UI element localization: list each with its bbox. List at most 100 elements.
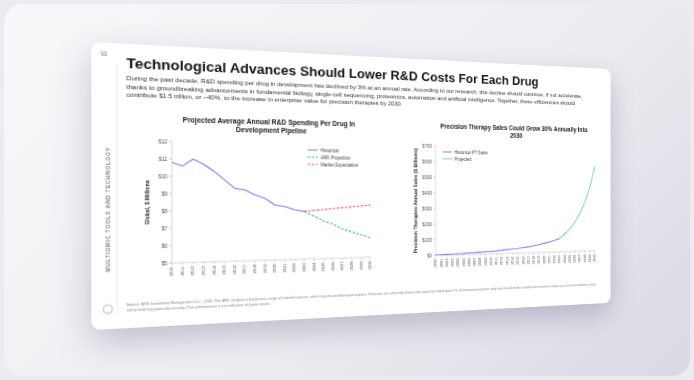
x-tick — [214, 262, 215, 264]
x-tick — [458, 255, 459, 257]
x-tick-label: 2002 — [445, 258, 449, 267]
chart: Precision Therapy Sales Could Grow 30% A… — [413, 122, 597, 268]
y-axis — [171, 142, 172, 263]
y-tick — [433, 177, 435, 178]
x-tick — [579, 251, 580, 253]
x-tick — [254, 261, 255, 263]
x-tick — [523, 253, 524, 255]
chart-title-line: Development Pipeline — [236, 126, 307, 136]
x-tick-label: 2025 — [321, 261, 326, 271]
x-tick-label: 2020 — [542, 255, 546, 264]
x-tick — [294, 259, 295, 261]
x-tick-label: 2028 — [349, 261, 354, 271]
x-tick — [485, 254, 486, 256]
x-tick-label: 2026 — [331, 261, 336, 271]
chart-title: Projected Average Annual R&D Spending Pe… — [183, 116, 355, 136]
x-tick — [441, 255, 442, 257]
y-tick-label: $100 — [422, 238, 432, 243]
x-tick — [244, 261, 245, 263]
y-tick-label: $700 — [422, 143, 432, 148]
x-tick-label: 2015 — [222, 264, 227, 274]
x-tick — [589, 251, 590, 253]
x-tick — [452, 255, 453, 257]
legend-label: Projected — [454, 157, 471, 162]
series-line — [172, 159, 304, 213]
x-tick-label: 2021 — [282, 263, 287, 273]
x-tick — [564, 252, 565, 254]
y-tick-label: $9 — [161, 191, 167, 196]
x-tick — [501, 253, 502, 255]
x-tick-label: 2009 — [483, 257, 487, 266]
y-tick — [433, 161, 435, 162]
x-tick-label: 2000 — [433, 258, 437, 267]
x-tick-label: 2019 — [262, 263, 267, 273]
x-tick-label: 2030 — [593, 253, 597, 262]
x-tick-label: 2030 — [368, 260, 373, 270]
y-tick — [169, 228, 172, 229]
x-tick — [554, 252, 555, 254]
x-tick — [361, 257, 362, 259]
x-tick-label: 2022 — [292, 262, 297, 272]
y-tick — [433, 145, 435, 146]
x-tick-label: 2019 — [537, 255, 541, 264]
x-tick-label: 2025 — [568, 254, 572, 263]
series-line — [304, 205, 369, 211]
y-tick — [433, 239, 435, 240]
y-tick — [169, 210, 172, 211]
legend-swatch — [308, 157, 318, 158]
source-note: Source: ARK Investment Management LLC, 2… — [126, 283, 596, 313]
x-tick — [193, 262, 194, 264]
legend-label: Historical PT Sales — [454, 150, 488, 155]
x-tick-label: 2027 — [340, 261, 345, 271]
x-tick — [284, 260, 285, 262]
x-tick-label: 2028 — [583, 254, 587, 263]
x-axis — [172, 257, 371, 263]
x-tick-label: 2011 — [180, 266, 185, 276]
legend-swatch — [308, 164, 318, 165]
source-note-line: sell or hold any particular security. Pa… — [126, 302, 270, 313]
x-tick — [304, 259, 305, 261]
y-tick — [169, 176, 172, 177]
y-tick — [169, 158, 172, 159]
x-tick — [574, 251, 575, 253]
y-tick-label: $5 — [161, 261, 167, 266]
x-tick — [182, 263, 183, 265]
legend-label: Market Expectation — [321, 162, 359, 167]
x-tick-label: 2024 — [311, 262, 316, 272]
y-tick-label: $8 — [161, 208, 167, 213]
legend-label: Historical — [321, 148, 339, 153]
y-tick-label: $11 — [159, 156, 168, 161]
y-tick-label: $600 — [422, 159, 432, 164]
y-tick — [433, 208, 435, 209]
x-tick — [234, 261, 235, 263]
x-tick-label: 2014 — [510, 256, 514, 265]
x-tick — [323, 259, 324, 261]
x-tick-label: 2015 — [516, 256, 520, 265]
x-tick — [203, 262, 204, 264]
y-tick-label: $7 — [161, 226, 167, 231]
x-tick-label: 2011 — [494, 256, 498, 265]
x-tick — [171, 263, 172, 265]
x-tick — [313, 259, 314, 261]
y-tick-label: $300 — [422, 206, 432, 211]
x-axis — [436, 251, 595, 256]
x-tick — [224, 261, 225, 263]
x-tick — [533, 253, 534, 255]
series-line — [560, 166, 595, 239]
body-text: During the past decade, R&D spending per… — [126, 74, 582, 114]
x-tick-label: 2029 — [588, 253, 592, 262]
series-line — [304, 211, 369, 240]
x-tick-label: 2021 — [547, 255, 551, 264]
x-tick — [549, 252, 550, 254]
chart: Projected Average Annual R&D Spending Pe… — [144, 115, 373, 277]
x-tick — [342, 258, 343, 260]
x-tick — [463, 255, 464, 257]
x-tick-label: 2016 — [232, 264, 237, 274]
x-tick-label: 2029 — [359, 260, 364, 270]
x-tick — [469, 254, 470, 256]
x-tick — [265, 260, 266, 262]
x-tick — [435, 255, 436, 257]
x-tick-label: 2010 — [169, 266, 174, 277]
y-tick — [169, 141, 172, 142]
x-tick — [544, 252, 545, 254]
